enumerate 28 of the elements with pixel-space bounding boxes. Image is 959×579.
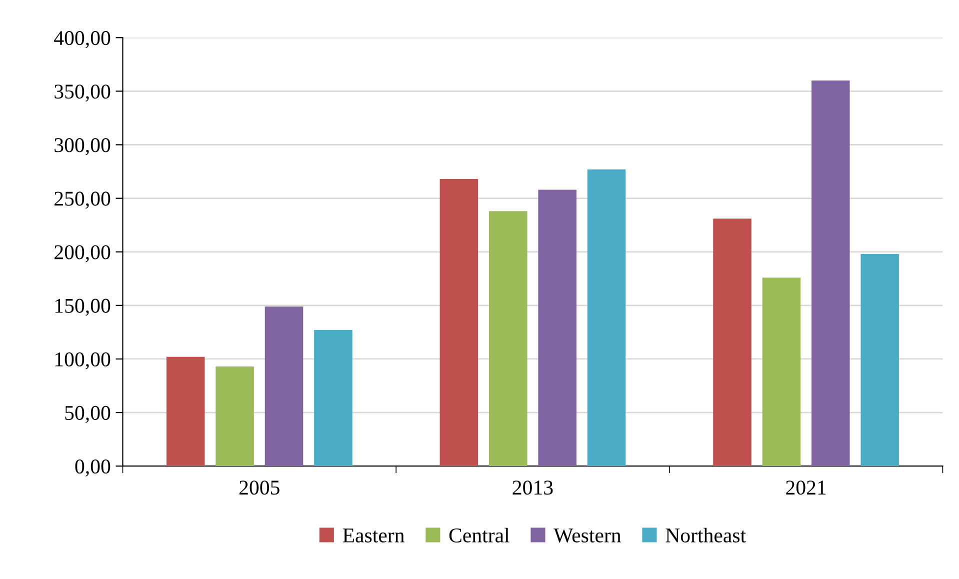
legend-label: Western bbox=[554, 528, 622, 543]
bar bbox=[166, 356, 205, 466]
bar bbox=[587, 169, 626, 466]
y-tick-label: 400,00 bbox=[54, 31, 110, 48]
y-tick-label: 100,00 bbox=[55, 352, 110, 370]
y-tick-label: 200,00 bbox=[54, 245, 110, 262]
y-tick-label: 250,00 bbox=[54, 192, 110, 209]
bar bbox=[264, 306, 304, 466]
bar bbox=[812, 80, 850, 466]
y-tick-label: 50,00 bbox=[65, 406, 110, 423]
bar bbox=[216, 366, 254, 466]
x-tick-label: 2021 bbox=[786, 480, 826, 495]
bar bbox=[314, 330, 352, 466]
legend-label: Eastern bbox=[342, 528, 404, 542]
x-tick-label: 2013 bbox=[512, 480, 553, 495]
legend-label: Central bbox=[449, 528, 510, 542]
bar bbox=[713, 218, 752, 466]
y-tick-label: 150,00 bbox=[55, 298, 110, 316]
bar bbox=[440, 179, 478, 466]
bar bbox=[538, 190, 576, 466]
legend-label: Northeast bbox=[666, 528, 746, 542]
y-tick-label: 350,00 bbox=[54, 84, 110, 102]
bar bbox=[488, 211, 528, 466]
x-tick-label: 2005 bbox=[239, 480, 280, 495]
bar bbox=[762, 278, 801, 466]
bar bbox=[860, 254, 899, 466]
y-tick-label: 300,00 bbox=[54, 138, 110, 156]
y-tick-label: 0,00 bbox=[75, 459, 110, 477]
